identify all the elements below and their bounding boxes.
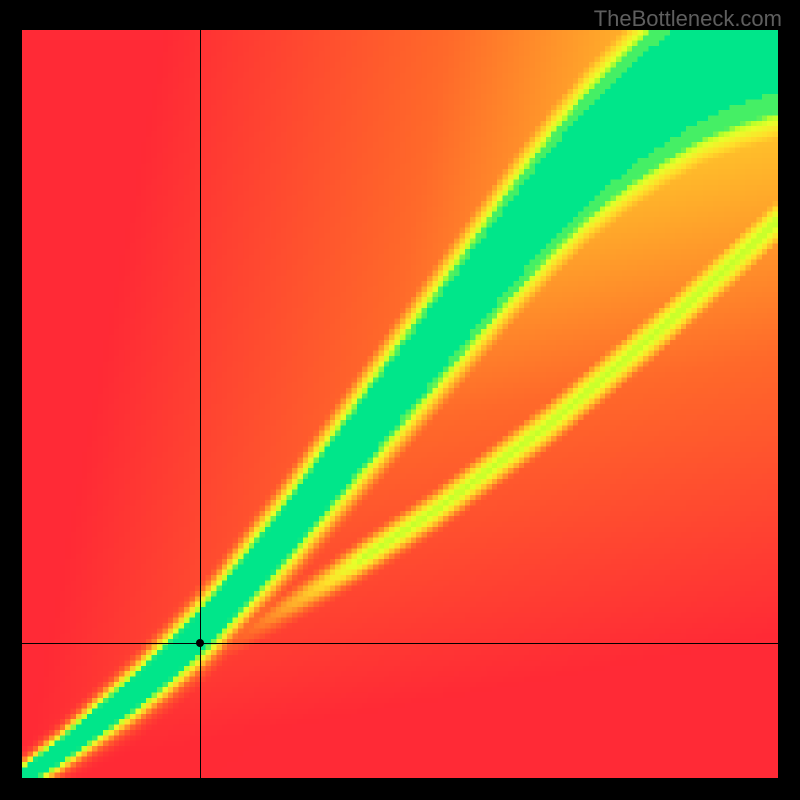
watermark-text: TheBottleneck.com [594, 6, 782, 32]
crosshair-marker-dot [196, 639, 204, 647]
heatmap-plot-area [22, 30, 778, 778]
crosshair-horizontal [22, 643, 778, 644]
crosshair-vertical [200, 30, 201, 778]
heatmap-canvas [22, 30, 778, 778]
